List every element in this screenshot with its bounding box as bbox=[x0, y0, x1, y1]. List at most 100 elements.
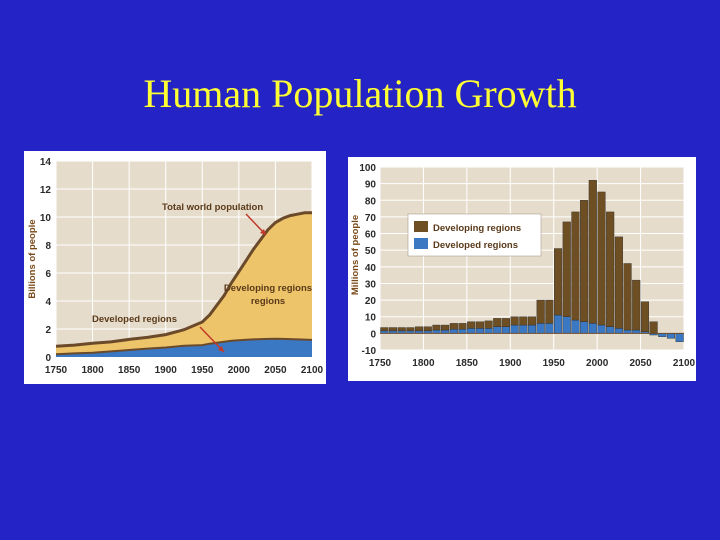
bar-developed bbox=[519, 324, 528, 334]
x-tick-label: 2050 bbox=[629, 358, 652, 369]
developed-regions-area bbox=[56, 338, 312, 357]
developed-regions-arrowhead bbox=[218, 346, 224, 352]
bar-developing bbox=[614, 236, 623, 329]
developing-regions-annotation-line2: regions bbox=[251, 296, 285, 307]
y-tick-label: 0 bbox=[370, 329, 376, 340]
bar-developing bbox=[441, 324, 450, 331]
y-tick-label: 14 bbox=[40, 157, 52, 168]
bar-developing bbox=[449, 323, 458, 330]
y-tick-label: 90 bbox=[365, 180, 377, 191]
bar-developing bbox=[493, 318, 502, 327]
total-population-annotation: Total world population bbox=[162, 202, 263, 213]
bar-developing bbox=[415, 326, 424, 332]
bar-developed bbox=[501, 326, 510, 334]
bar-developing bbox=[475, 321, 484, 329]
y-tick-label: 0 bbox=[45, 353, 51, 364]
y-tick-label: 30 bbox=[365, 279, 377, 290]
annual-increase-bar-chart: -10 0 10 20 30 40 50 60 70 80 90 100 1750 1800 1850 190… bbox=[350, 163, 696, 369]
bar-developed bbox=[606, 326, 615, 334]
x-tick-label: 1850 bbox=[118, 365, 141, 376]
bar-developed bbox=[588, 323, 597, 334]
legend-label-developing: Developing regions bbox=[433, 223, 521, 234]
bar-developing bbox=[562, 221, 571, 317]
bar-developing bbox=[527, 316, 537, 326]
legend: Developing regions Developed regions bbox=[407, 213, 542, 257]
bar-developed bbox=[458, 329, 467, 334]
bar-developed bbox=[597, 324, 606, 334]
total-population-line bbox=[55, 211, 312, 348]
x-tick-label: 1850 bbox=[456, 358, 479, 369]
bar-developing bbox=[519, 316, 528, 326]
bar-developing bbox=[588, 180, 597, 324]
population-area-chart: 0 2 4 6 8 10 12 14 1750 1800 1850 1900 1950 2000 2050 2… bbox=[27, 157, 324, 376]
annual-increase-chart-panel: -10 0 10 20 30 40 50 60 70 80 90 100 1750 1800 1850 190… bbox=[348, 157, 696, 381]
bar-developing bbox=[458, 323, 467, 330]
developed-regions-annotation: Developed regions bbox=[92, 314, 177, 325]
bar-developing bbox=[632, 279, 641, 331]
bar-developing bbox=[536, 299, 545, 324]
x-tick-label: 2100 bbox=[301, 365, 324, 376]
bar-developing bbox=[597, 191, 606, 326]
y-tick-label: 12 bbox=[40, 185, 52, 196]
bar-developing bbox=[623, 263, 632, 331]
x-tick-label: 2000 bbox=[228, 365, 251, 376]
legend-label-developed: Developed regions bbox=[433, 240, 518, 251]
bar-developing bbox=[467, 321, 476, 329]
developed-regions-arrow bbox=[199, 326, 225, 353]
x-tick-label: 2050 bbox=[264, 365, 287, 376]
bar-developed bbox=[536, 323, 545, 334]
y-tick-label: 70 bbox=[365, 213, 377, 224]
bar-developing bbox=[545, 299, 554, 324]
bar-developed bbox=[484, 328, 493, 334]
y-tick-label: 6 bbox=[45, 269, 51, 280]
bar-developed bbox=[449, 329, 458, 334]
bar-developing bbox=[432, 324, 441, 331]
bar-developing bbox=[571, 211, 580, 321]
y-tick-label: 60 bbox=[365, 230, 377, 241]
legend-swatch-developing bbox=[414, 221, 428, 232]
bar-developing bbox=[554, 248, 563, 316]
y-tick-label: 80 bbox=[365, 196, 377, 207]
y-axis-label: Millions of people bbox=[350, 215, 361, 295]
x-tick-label: 1900 bbox=[499, 358, 522, 369]
bar-developing bbox=[484, 320, 493, 329]
x-tick-label: 1900 bbox=[155, 365, 178, 376]
y-tick-label: 100 bbox=[359, 163, 376, 174]
bar-developed bbox=[467, 328, 476, 334]
bar-developed bbox=[493, 326, 502, 334]
bar-developed bbox=[571, 319, 580, 334]
bar-developing bbox=[388, 327, 398, 332]
y-tick-label: 20 bbox=[365, 296, 377, 307]
bar-developed bbox=[614, 328, 623, 334]
bar-developed bbox=[580, 321, 589, 334]
bar-developing bbox=[380, 327, 389, 332]
bar-developed bbox=[666, 333, 676, 339]
bar-developing bbox=[580, 200, 589, 322]
bar-developing bbox=[510, 316, 519, 326]
bar-developing bbox=[606, 211, 615, 327]
x-tick-label: 1800 bbox=[81, 365, 104, 376]
legend-swatch-developed bbox=[414, 238, 428, 249]
y-tick-label: 2 bbox=[45, 325, 51, 336]
y-tick-label: -10 bbox=[362, 346, 377, 357]
y-tick-label: 10 bbox=[40, 213, 52, 224]
slide-title: Human Population Growth bbox=[143, 71, 577, 116]
y-tick-label: 4 bbox=[45, 297, 51, 308]
bar-developing bbox=[640, 301, 649, 332]
y-tick-label: 50 bbox=[365, 246, 377, 257]
bar-developed bbox=[527, 324, 537, 334]
total-population-arrowhead bbox=[260, 229, 266, 235]
y-tick-label: 8 bbox=[45, 241, 51, 252]
bar-developed bbox=[554, 314, 563, 334]
bar-developing bbox=[649, 321, 658, 334]
y-tick-label: 10 bbox=[365, 313, 377, 324]
developing-regions-area bbox=[56, 212, 312, 357]
bar-developing bbox=[397, 327, 406, 332]
developing-regions-annotation: Developing regions bbox=[224, 283, 312, 294]
bar-developed bbox=[562, 316, 571, 334]
y-tick-label: 40 bbox=[365, 263, 377, 274]
x-tick-label: 1750 bbox=[369, 358, 392, 369]
x-tick-label: 1950 bbox=[543, 358, 566, 369]
x-tick-label: 2100 bbox=[673, 358, 696, 369]
bar-developed bbox=[510, 324, 519, 334]
